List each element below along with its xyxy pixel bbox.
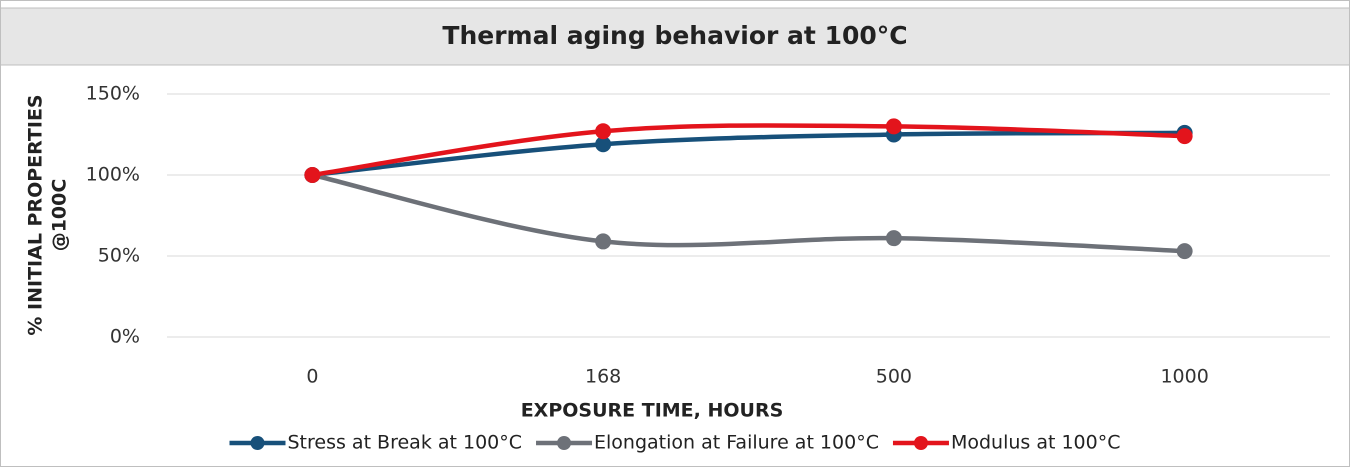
data-point [885, 230, 902, 247]
y-tick-label: 0% [110, 326, 140, 348]
legend-item: Stress at Break at 100°C [229, 432, 522, 454]
x-tick-label: 0 [306, 366, 318, 388]
legend-item: Modulus at 100°C [892, 432, 1121, 454]
data-point [595, 233, 612, 250]
data-point [885, 118, 902, 135]
series-line [310, 123, 1187, 178]
x-tick-label: 168 [585, 366, 621, 388]
y-tick-label: 100% [86, 164, 140, 186]
data-point [1176, 128, 1193, 145]
data-point [1176, 243, 1193, 260]
x-tick-label: 500 [876, 366, 912, 388]
legend-label: Stress at Break at 100°C [287, 432, 522, 454]
chart-title: Thermal aging behavior at 100°C [442, 21, 907, 50]
y-tick-label: 50% [98, 245, 140, 267]
series-line [310, 172, 1187, 254]
data-point [304, 167, 321, 183]
data-point [595, 123, 612, 140]
x-tick-label: 1000 [1160, 366, 1208, 388]
title-bar [0, 7, 1350, 66]
legend-marker [250, 436, 265, 450]
legend: Stress at Break at 100°C Elongation at Fa… [229, 432, 1121, 454]
legend-label: Elongation at Failure at 100°C [594, 432, 879, 454]
x-axis-label: EXPOSURE TIME, HOURS [521, 400, 784, 422]
legend-marker [557, 436, 572, 450]
data-point [595, 136, 612, 153]
y-axis-label: % INITIAL PROPERTIES @100C [25, 94, 71, 335]
y-axis-label-line: @100C [49, 179, 71, 252]
legend-label: Modulus at 100°C [951, 432, 1121, 454]
legend-marker [913, 436, 928, 450]
y-tick-label: 150% [86, 83, 140, 105]
legend-item: Elongation at Failure at 100°C [536, 432, 879, 454]
y-axis-label-line: % INITIAL PROPERTIES [25, 94, 47, 335]
